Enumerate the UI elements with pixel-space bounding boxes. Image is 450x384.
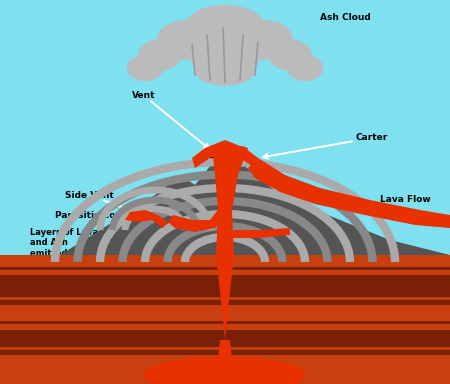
Polygon shape (218, 340, 232, 365)
Polygon shape (0, 275, 450, 305)
Text: Sill: Sill (295, 220, 321, 232)
Text: www.shutterstock.com  ·  507735721: www.shutterstock.com · 507735721 (159, 377, 291, 383)
Polygon shape (125, 210, 168, 228)
Polygon shape (248, 158, 450, 228)
Polygon shape (218, 220, 232, 252)
Text: Layers of Lava
and Ash
emitted by the
Volcano: Layers of Lava and Ash emitted by the Vo… (30, 228, 170, 268)
Polygon shape (168, 210, 228, 232)
Ellipse shape (127, 56, 162, 81)
Text: Carter: Carter (263, 134, 387, 159)
Ellipse shape (139, 40, 181, 70)
Ellipse shape (185, 5, 265, 51)
Ellipse shape (288, 56, 323, 81)
Text: Side Vent: Side Vent (65, 190, 138, 214)
Polygon shape (0, 148, 450, 255)
Text: Ash Cloud: Ash Cloud (320, 13, 371, 23)
Ellipse shape (145, 358, 305, 384)
Polygon shape (216, 255, 234, 340)
Ellipse shape (238, 21, 292, 59)
Polygon shape (0, 355, 450, 384)
Polygon shape (232, 228, 290, 238)
Ellipse shape (190, 36, 260, 74)
Text: Throat: Throat (208, 157, 242, 167)
Ellipse shape (269, 40, 311, 70)
Ellipse shape (195, 55, 255, 85)
Text: Lava Flow: Lava Flow (380, 195, 431, 205)
Polygon shape (0, 305, 450, 330)
Text: Rock Layers of the
Earth’s Crust: Rock Layers of the Earth’s Crust (30, 282, 118, 302)
Polygon shape (0, 255, 450, 275)
Polygon shape (0, 330, 450, 355)
Text: Magma Chamber
(Magma Reservoir): Magma Chamber (Magma Reservoir) (176, 358, 274, 378)
Text: Parasitic Cone: Parasitic Cone (55, 208, 155, 220)
Ellipse shape (158, 21, 212, 59)
Polygon shape (192, 140, 258, 168)
Text: Vent: Vent (131, 91, 209, 149)
Text: Branch Pipe: Branch Pipe (169, 225, 230, 235)
Text: Conduit (pipe): Conduit (pipe) (238, 240, 383, 253)
Polygon shape (208, 146, 248, 255)
